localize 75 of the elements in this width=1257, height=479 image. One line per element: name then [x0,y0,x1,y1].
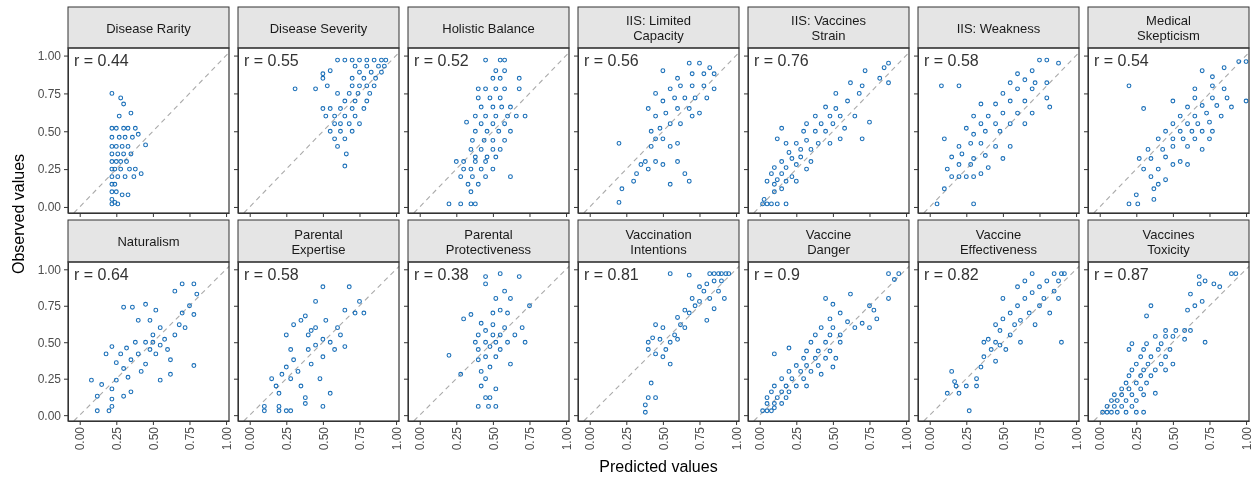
chart-title: Disease Severity [269,20,368,35]
x-tick-label: 1.00 [1239,426,1254,451]
x-tick-label: 1.00 [559,426,574,451]
chart-title: Vaccines Toxicity [1142,226,1195,256]
y-tick-label: 1.00 [37,262,62,277]
x-tick-label: 0.00 [583,426,598,451]
x-tick-label: 0.75 [183,426,198,451]
annotation: r = 0.38 [414,266,469,283]
x-tick-label: 0.75 [1203,426,1218,451]
chart-title: Medical Skepticism [1137,12,1200,43]
x-tick-label: 0.75 [863,426,878,451]
annotation: r = 0.9 [754,266,800,283]
annotation: r = 0.52 [414,52,469,69]
chart-title: Vaccination Intentions [625,226,692,256]
x-tick-label: 0.25 [1130,426,1144,451]
y-tick-label: 0.50 [37,124,62,139]
x-tick-label: 0.00 [753,426,768,451]
x-tick-label: 0.25 [960,426,974,451]
annotation: r = 0.87 [1094,266,1149,283]
x-tick-label: 1.00 [219,426,234,451]
x-tick-label: 0.00 [243,426,258,451]
x-tick-label: 0.50 [486,426,501,451]
y-tick-label: 0.50 [37,335,62,350]
x-tick-label: 0.25 [620,426,634,451]
x-tick-label: 0.50 [316,426,331,451]
x-tick-label: 0.50 [996,426,1011,451]
annotation: r = 0.56 [584,52,639,69]
x-tick-label: 0.50 [826,426,841,451]
x-tick-label: 0.00 [1093,426,1108,451]
annotation: r = 0.54 [1094,52,1149,69]
x-axis-title: Predicted values [599,458,718,475]
x-tick-label: 0.25 [450,426,464,451]
y-tick-label: 0.75 [37,299,62,314]
x-tick-label: 0.50 [1166,426,1181,451]
annotation: r = 0.44 [74,52,129,69]
x-tick-label: 0.50 [656,426,671,451]
annotation: r = 0.82 [924,266,979,283]
x-tick-label: 1.00 [389,426,404,451]
x-tick-label: 0.25 [280,426,294,451]
y-tick-label: 0.00 [37,200,62,215]
x-tick-label: 0.75 [1033,426,1048,451]
y-axis-title: Observed values [10,153,27,275]
annotation: r = 0.58 [244,266,299,283]
y-tick-label: 0.75 [37,86,62,101]
y-tick-label: 0.25 [37,162,62,177]
chart-title: Holistic Balance [442,20,535,35]
x-tick-label: 0.25 [110,426,124,451]
chart-title: Disease Rarity [106,20,192,35]
y-tick-label: 0.25 [37,372,62,387]
x-tick-label: 0.75 [523,426,538,451]
chart-title: Naturalism [117,233,180,249]
annotation: r = 0.58 [924,52,979,69]
chart-title: IIS: Limited Capacity [625,12,692,43]
annotation: r = 0.76 [754,52,809,69]
chart-title: Vaccine Effectiveness [959,226,1038,256]
x-tick-label: 0.00 [413,426,428,451]
x-tick-label: 0.25 [790,426,804,451]
annotation: r = 0.55 [244,52,299,69]
x-tick-label: 0.00 [73,426,88,451]
x-tick-label: 0.00 [923,426,938,451]
x-tick-label: 1.00 [729,426,744,451]
chart-title: Parental Protectiveness [445,226,532,256]
x-tick-label: 0.75 [353,426,368,451]
chart-title: IIS: Vaccines Strain [791,12,867,43]
x-tick-label: 0.75 [693,426,708,451]
chart-title: Parental Expertise [291,226,346,256]
x-tick-label: 1.00 [899,426,914,451]
y-tick-label: 0.00 [37,408,62,423]
annotation: r = 0.64 [74,266,129,283]
chart-title: Vaccine Danger [805,226,852,256]
y-tick-label: 1.00 [37,48,62,63]
x-tick-label: 0.50 [146,426,161,451]
annotation: r = 0.81 [584,266,639,283]
chart-title: IIS: Weakness [956,20,1041,35]
x-tick-label: 1.00 [1069,426,1084,451]
